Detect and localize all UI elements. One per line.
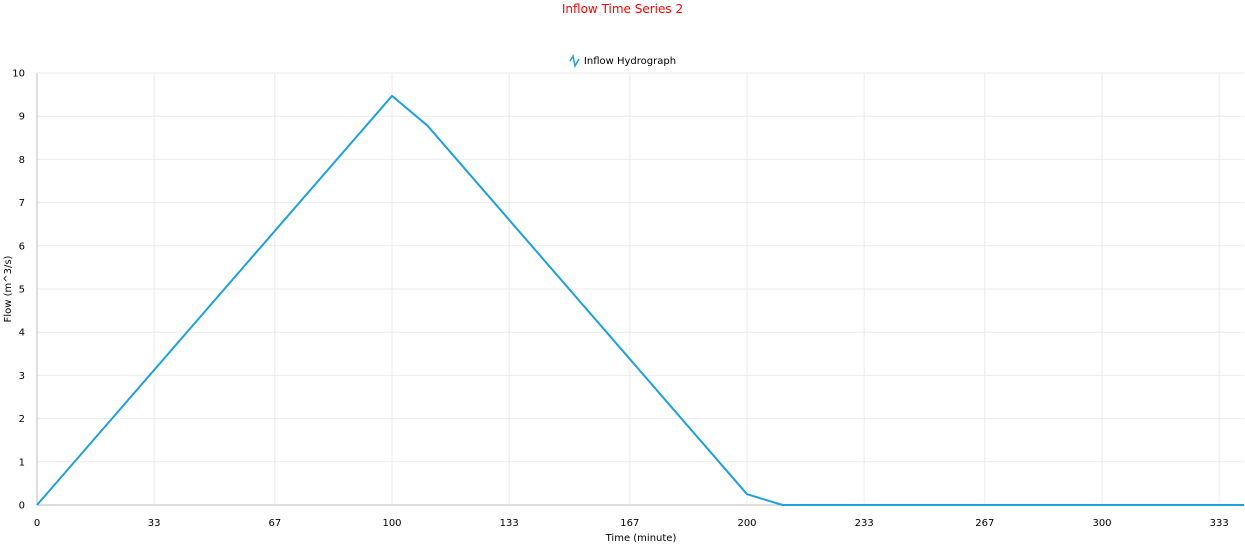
chart-title: Inflow Time Series 2 xyxy=(561,2,684,16)
y-tick-label: 8 xyxy=(19,155,25,166)
line-series-icon xyxy=(569,54,581,68)
x-tick-label: 67 xyxy=(268,518,281,529)
y-tick-label: 5 xyxy=(19,285,25,296)
data-point[interactable] xyxy=(780,502,786,508)
y-tick-label: 9 xyxy=(19,112,25,123)
data-point[interactable] xyxy=(34,502,40,508)
y-axis-label: Flow (m^3/s) xyxy=(3,255,14,322)
x-tick-label: 167 xyxy=(620,518,639,529)
data-point[interactable] xyxy=(1241,502,1245,508)
legend[interactable]: Inflow Hydrograph xyxy=(0,52,1245,70)
x-tick-label: 133 xyxy=(500,518,519,529)
x-tick-label: 333 xyxy=(1210,518,1229,529)
x-tick-label: 300 xyxy=(1092,518,1111,529)
y-tick-label: 7 xyxy=(19,198,25,209)
data-point[interactable] xyxy=(744,491,750,497)
data-point[interactable] xyxy=(425,123,431,129)
y-tick-label: 10 xyxy=(12,69,25,80)
x-tick-label: 100 xyxy=(382,518,401,529)
legend-label: Inflow Hydrograph xyxy=(583,55,677,67)
x-tick-label: 200 xyxy=(737,518,756,529)
x-tick-label: 233 xyxy=(855,518,874,529)
x-axis-label: Time (minute) xyxy=(605,533,677,544)
y-tick-label: 4 xyxy=(19,328,25,339)
y-tick-label: 0 xyxy=(19,501,25,512)
series-line-inflow-hydrograph[interactable] xyxy=(36,94,1244,506)
data-point[interactable] xyxy=(389,93,395,99)
x-tick-label: 33 xyxy=(148,518,161,529)
x-tick-label: 267 xyxy=(975,518,994,529)
y-tick-label: 1 xyxy=(19,457,25,468)
x-tick-label: 0 xyxy=(34,518,40,529)
y-tick-label: 2 xyxy=(19,414,25,425)
y-tick-label: 6 xyxy=(19,241,25,252)
y-tick-label: 3 xyxy=(19,371,25,382)
